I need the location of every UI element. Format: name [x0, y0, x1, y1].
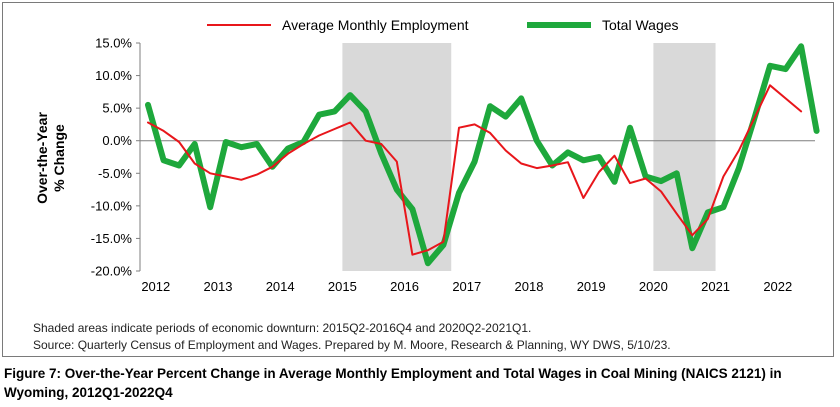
x-tick-label: 2019: [577, 279, 606, 294]
series-lines: [145, 43, 820, 267]
y-tick-label: -10.0%: [91, 198, 133, 213]
avg-monthly-employment-line: [147, 84, 803, 256]
x-tick-label: 2015: [328, 279, 357, 294]
downturn-shading: [342, 43, 716, 271]
x-tick-label: 2022: [763, 279, 792, 294]
downturn-shade-1: [342, 43, 452, 271]
y-tick-label: -20.0%: [91, 264, 133, 279]
figure-caption: Figure 7: Over-the-Year Percent Change i…: [4, 366, 782, 400]
y-axis-label-group: Over-the-Year% Change: [34, 112, 67, 204]
legend-label-employment: Average Monthly Employment: [282, 17, 469, 33]
source-note: Source: Quarterly Census of Employment a…: [33, 338, 671, 352]
downturn-shade-2: [653, 43, 716, 271]
y-tick-label: 5.0%: [102, 101, 132, 116]
y-tick-label: -5.0%: [98, 166, 132, 181]
x-tick-label: 2013: [204, 279, 233, 294]
x-tick-label: 2018: [515, 279, 544, 294]
x-tick-label: 2021: [701, 279, 730, 294]
shading-note: Shaded areas indicate periods of economi…: [33, 321, 532, 335]
chart-frame: -20.0% -15.0% -10.0% -5.0% 0.0% 5.0% 10.0% 15.0…: [2, 2, 834, 357]
x-tick-label: 2014: [266, 279, 295, 294]
y-tick-label: 0.0%: [102, 133, 132, 148]
legend: Average Monthly Employment Total Wages: [207, 17, 679, 33]
y-tick-label: 10.0%: [95, 68, 132, 83]
total-wages-line: [145, 43, 820, 267]
x-tick-label: 2020: [639, 279, 668, 294]
x-tick-label: 2016: [390, 279, 419, 294]
x-tick-label: 2012: [141, 279, 170, 294]
y-axis-label-line: Over-the-Year: [34, 112, 50, 204]
x-tick-label: 2017: [452, 279, 481, 294]
y-tick-label: -15.0%: [91, 231, 133, 246]
line-chart: -20.0% -15.0% -10.0% -5.0% 0.0% 5.0% 10.0% 15.0…: [34, 17, 820, 294]
y-tick-label: 15.0%: [95, 36, 132, 51]
axes: -20.0% -15.0% -10.0% -5.0% 0.0% 5.0% 10.0% 15.0…: [91, 36, 815, 294]
y-axis-label-line: % Change: [51, 124, 67, 192]
y-axis-label: Over-the-Year% Change: [34, 112, 67, 204]
legend-label-wages: Total Wages: [602, 17, 679, 33]
